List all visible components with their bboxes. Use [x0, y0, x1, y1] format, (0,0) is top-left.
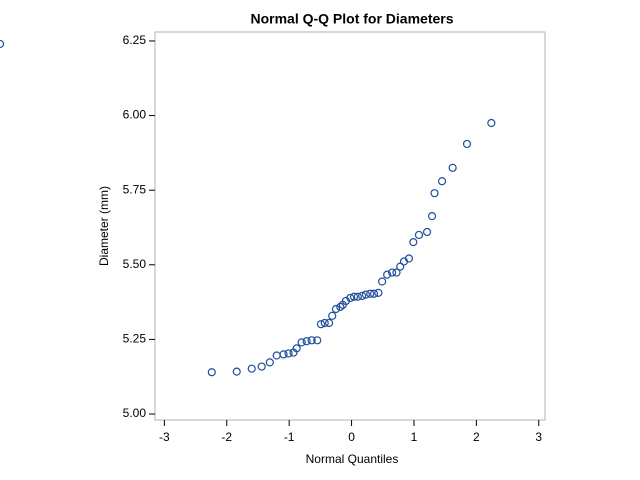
data-point: [313, 336, 322, 345]
y-tick-label: 6.25: [123, 33, 147, 47]
data-point: [302, 337, 311, 346]
x-tick-label: -3: [159, 430, 170, 444]
data-point: [247, 364, 256, 373]
data-point: [328, 311, 337, 320]
data-point: [358, 291, 367, 300]
data-point: [292, 344, 301, 353]
data-point: [307, 336, 316, 345]
data-point: [324, 318, 334, 328]
y-tick-label: 5.25: [123, 332, 147, 346]
y-axis-label: Diameter (mm): [97, 186, 111, 266]
data-point: [346, 293, 355, 303]
data-point: [366, 289, 375, 298]
plot-frame: [154, 31, 546, 421]
data-point: [279, 350, 288, 359]
data-point: [430, 189, 439, 198]
y-tick-label: 5.50: [123, 257, 147, 271]
y-tick-label: 6.00: [123, 108, 147, 122]
data-point: [257, 362, 266, 371]
data-point: [404, 254, 414, 263]
data-point: [207, 368, 216, 377]
data-point: [349, 292, 359, 301]
x-tick-label: 2: [473, 430, 480, 444]
data-point: [272, 351, 281, 360]
data-point: [422, 227, 432, 237]
data-point: [353, 292, 362, 301]
data-point: [374, 288, 383, 297]
data-point: [320, 318, 329, 328]
x-tick-label: 3: [535, 430, 542, 444]
data-point: [409, 238, 418, 247]
x-axis-label: Normal Quantiles: [306, 452, 399, 466]
data-point: [487, 118, 496, 128]
chart-title: Normal Q-Q Plot for Diameters: [250, 11, 453, 27]
x-tick-label: 0: [348, 430, 355, 444]
y-tick-label: 5.75: [123, 182, 147, 196]
data-point: [462, 139, 472, 149]
data-point: [414, 230, 424, 240]
data-point: [297, 338, 306, 347]
data-point: [284, 349, 293, 358]
data-point: [336, 302, 345, 311]
x-tick-label: 1: [411, 430, 418, 444]
data-point: [378, 277, 387, 286]
data-point: [0, 39, 5, 49]
data-point: [388, 268, 397, 277]
data-point: [448, 163, 457, 172]
x-tick-label: -1: [284, 430, 295, 444]
y-tick-label: 5.00: [123, 406, 147, 420]
data-point: [265, 358, 274, 367]
data-point: [369, 289, 379, 298]
data-point: [232, 367, 241, 376]
x-tick-label: -2: [221, 430, 232, 444]
data-point: [316, 320, 326, 329]
data-point: [427, 212, 437, 221]
data-point: [437, 177, 447, 186]
data-point: [392, 268, 401, 277]
data-point: [383, 270, 392, 279]
data-point: [361, 290, 371, 299]
data-point: [331, 304, 341, 314]
